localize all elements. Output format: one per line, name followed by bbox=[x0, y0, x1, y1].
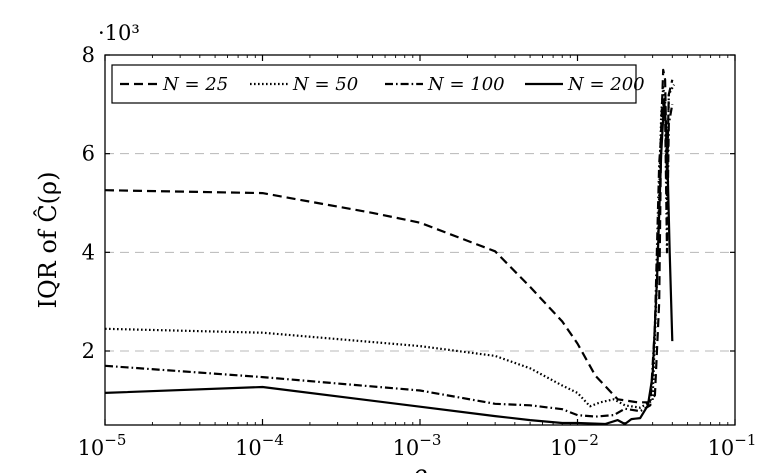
series-line-1 bbox=[105, 84, 675, 409]
y-tick-label-1: 4 bbox=[82, 240, 95, 264]
y-multiplier-label: ·10³ bbox=[98, 21, 140, 45]
legend-label-1: N = 50 bbox=[292, 74, 358, 95]
legend-label-2: N = 100 bbox=[427, 74, 505, 95]
y-tick-label-2: 6 bbox=[82, 142, 95, 166]
legend-label-3: N = 200 bbox=[567, 74, 645, 95]
legend: N = 25 N = 50 N = 100 N = 200 bbox=[111, 64, 645, 104]
y-tick-label-3: 8 bbox=[82, 43, 95, 67]
y-axis-label: IQR of Ĉ(ρ) bbox=[33, 171, 62, 308]
x-tick-label-1: 10−4 bbox=[235, 431, 284, 460]
x-axis-label: ρ bbox=[412, 460, 427, 473]
legend-label-0: N = 25 bbox=[162, 74, 228, 95]
gridlines bbox=[105, 153, 735, 352]
series-lines bbox=[105, 68, 675, 425]
y-tick-label-0: 2 bbox=[82, 339, 95, 363]
series-line-3 bbox=[105, 98, 674, 425]
